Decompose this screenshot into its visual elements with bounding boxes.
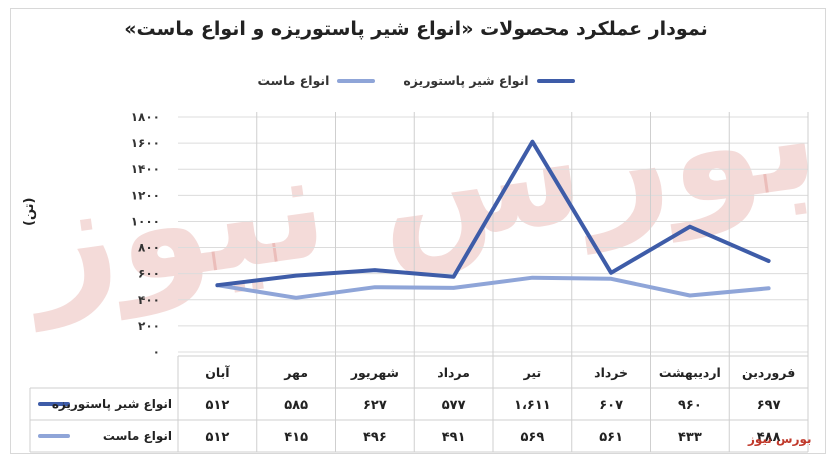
table-value-label: ۴۱۵ — [284, 430, 308, 445]
data-point — [531, 277, 533, 279]
legend-item-yogurt: انواع ماست — [257, 73, 376, 88]
table-value-label: ۹۶۰ — [678, 398, 702, 413]
table-value-label: ۶۹۷ — [757, 398, 781, 413]
y-tick-label: ۶۰۰ — [138, 267, 160, 281]
category-label: مرداد — [437, 365, 470, 380]
table-value-label: ۴۹۱ — [442, 430, 466, 445]
table-value-label: ۱،۶۱۱ — [514, 398, 551, 413]
y-tick-label: ۱۰۰۰ — [131, 214, 160, 228]
data-point — [295, 297, 297, 299]
legend-item-milk: انواع شیر پاستوریزه — [403, 73, 575, 88]
series-line-milk — [215, 139, 771, 288]
y-tick-label: ۴۰۰ — [138, 293, 160, 307]
table-value-label: ۵۸۵ — [284, 398, 308, 413]
series-line-yogurt — [215, 275, 771, 300]
table-value-label: ۵۱۲ — [205, 430, 229, 445]
table-series-name: انواع شیر پاستوریزه — [52, 397, 172, 412]
legend: انواع شیر پاستوریزه انواع ماست — [0, 73, 832, 88]
table-value-label: ۵۷۷ — [442, 398, 466, 413]
data-point — [453, 276, 455, 278]
category-label: شهریور — [350, 365, 399, 380]
data-point — [768, 287, 770, 289]
data-point — [374, 286, 376, 288]
data-point — [610, 272, 612, 274]
table-value-label: ۵۶۹ — [520, 430, 544, 445]
legend-label-yogurt: انواع ماست — [257, 73, 330, 88]
data-point — [531, 141, 533, 143]
table-value-label: ۴۹۶ — [363, 430, 387, 445]
data-point — [689, 294, 691, 296]
category-label: اردیبهشت — [659, 365, 721, 380]
data-point — [374, 269, 376, 271]
data-point — [216, 284, 218, 286]
table-value-label: ۵۱۲ — [205, 398, 229, 413]
data-point — [453, 287, 455, 289]
y-tick-label: ۱۴۰۰ — [131, 162, 160, 176]
table-value-label: ۶۰۷ — [599, 398, 623, 413]
category-label: فروردین — [742, 365, 795, 380]
y-tick-label: ۲۰۰ — [138, 319, 160, 333]
data-point — [295, 275, 297, 277]
y-tick-label: ۱۶۰۰ — [131, 136, 160, 150]
data-point — [610, 278, 612, 280]
data-point — [768, 260, 770, 262]
watermark-text: بورس نیوز — [748, 432, 812, 446]
y-tick-label: ۸۰۰ — [138, 241, 160, 255]
category-label: خرداد — [594, 365, 628, 380]
table-value-label: ۶۲۷ — [363, 398, 387, 413]
data-point — [689, 226, 691, 228]
table-value-label: ۵۶۱ — [599, 430, 623, 445]
legend-label-milk: انواع شیر پاستوریزه — [403, 73, 529, 88]
chart-title: نمودار عملکرد محصولات «انواع شیر پاستوری… — [124, 18, 708, 40]
category-label: مهر — [283, 365, 308, 380]
category-label: آبان — [205, 365, 230, 380]
category-label: تیر — [523, 365, 542, 380]
table-value-label: ۴۳۳ — [678, 430, 702, 445]
y-tick-label: ۱۸۰۰ — [131, 110, 160, 124]
chart-frame — [10, 8, 826, 454]
y-tick-label: ۰ — [153, 345, 160, 359]
table-series-name: انواع ماست — [103, 429, 172, 444]
legend-swatch-milk — [536, 78, 575, 83]
legend-swatch-yogurt — [337, 78, 376, 83]
table-value-label: ۴۸۸ — [757, 430, 781, 445]
y-tick-label: ۱۲۰۰ — [131, 188, 160, 202]
